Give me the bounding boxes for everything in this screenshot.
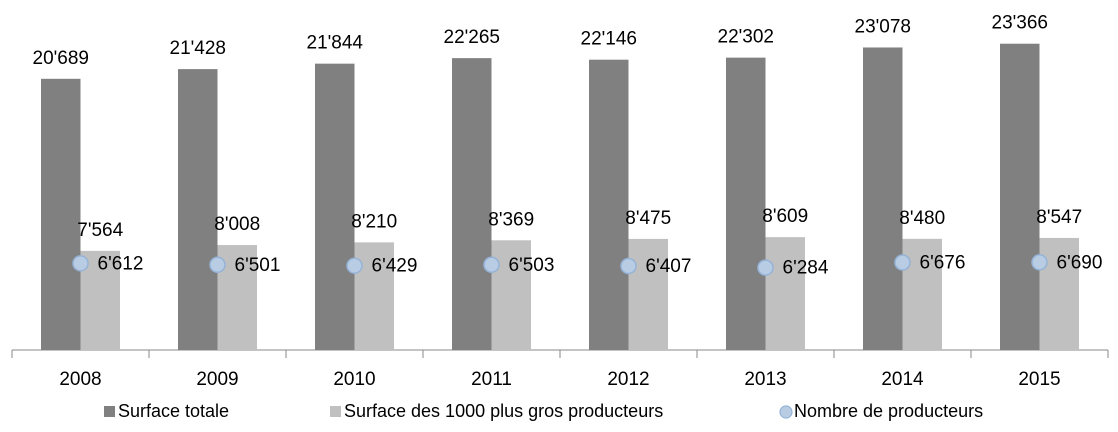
x-tick-label: 2009 (196, 369, 238, 390)
data-label: 23'078 (855, 16, 911, 37)
bar (452, 58, 492, 350)
marker (346, 257, 363, 274)
legend-marker (779, 405, 793, 419)
data-label: 6'501 (235, 255, 281, 276)
x-tick-label: 2014 (881, 369, 924, 390)
x-tick-label: 2013 (744, 369, 786, 390)
data-label: 6'690 (1057, 252, 1103, 273)
bar (1039, 237, 1079, 350)
bar (628, 238, 668, 350)
data-label: 8'369 (488, 209, 534, 230)
bar (491, 240, 531, 350)
bar (178, 69, 218, 350)
data-label: 6'676 (920, 253, 966, 274)
bar (726, 57, 766, 351)
data-label: 6'429 (372, 256, 418, 277)
x-tick-label: 2010 (333, 369, 375, 390)
x-tick-label: 2012 (607, 369, 649, 390)
marker (483, 256, 500, 274)
data-label: 21'428 (170, 38, 226, 59)
data-label: 22'302 (718, 27, 774, 48)
bar (1000, 43, 1040, 350)
data-label: 8'210 (351, 211, 397, 232)
legend-marker (104, 406, 115, 417)
data-label: 8'475 (625, 208, 671, 229)
data-label: 8'480 (899, 208, 945, 229)
data-label: 6'284 (783, 258, 829, 279)
bar (863, 47, 903, 350)
data-label: 8'008 (214, 214, 260, 235)
bar (315, 63, 355, 351)
bar (354, 242, 394, 350)
x-tick-label: 2008 (59, 369, 101, 390)
x-tick-label: 2015 (1018, 369, 1060, 390)
data-label: 6'503 (509, 255, 555, 276)
data-label: 6'612 (98, 253, 144, 274)
data-label: 22'146 (581, 29, 637, 50)
legend-label: Surface des 1000 plus gros producteurs (344, 401, 663, 421)
marker (894, 254, 911, 271)
data-label: 21'844 (307, 33, 364, 54)
data-label: 20'689 (33, 48, 89, 69)
marker (1031, 254, 1048, 271)
x-tick-label: 2011 (471, 369, 512, 390)
bar (902, 238, 942, 350)
bar (765, 237, 805, 350)
data-label: 8'547 (1036, 207, 1082, 228)
bar (589, 59, 629, 351)
bar (41, 78, 81, 350)
marker (209, 256, 226, 274)
legend-marker (330, 406, 341, 417)
marker (620, 257, 637, 275)
data-label: 23'366 (992, 13, 1048, 34)
marker (72, 255, 89, 272)
data-label: 22'265 (444, 27, 500, 48)
marker (757, 259, 774, 276)
legend-label: Surface totale (118, 401, 229, 421)
data-label: 6'407 (646, 256, 692, 277)
data-label: 8'609 (762, 206, 808, 227)
legend-label: Nombre de producteurs (794, 401, 983, 421)
data-label: 7'564 (77, 220, 123, 241)
